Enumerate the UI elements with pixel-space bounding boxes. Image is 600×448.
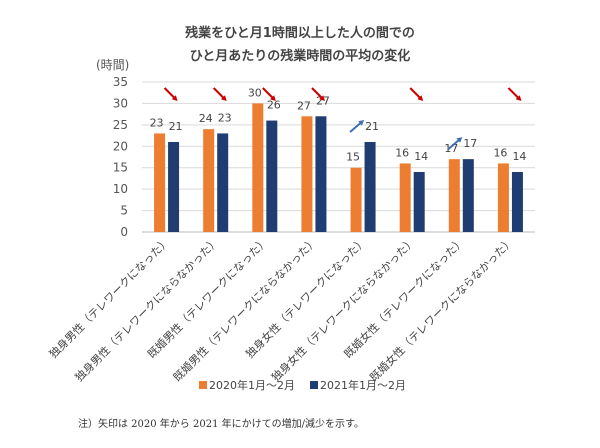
arrow-down-shaft xyxy=(262,87,275,100)
arrow-down-icon xyxy=(515,95,522,101)
arrow-down-shaft xyxy=(409,87,422,100)
chart-title-line1: 残業をひと月1時間以上した人の間での xyxy=(185,25,415,41)
y-tick-label: 0 xyxy=(120,225,128,239)
y-tick-label: 20 xyxy=(113,139,128,153)
legend-label-2020: 2020年1月～2月 xyxy=(209,378,295,392)
bar-2021 xyxy=(511,172,523,232)
arrow-up-icon xyxy=(358,120,365,126)
y-axis-label: (時間) xyxy=(96,58,129,72)
bar-2020 xyxy=(350,167,362,232)
y-tick-label: 30 xyxy=(113,96,128,110)
arrow-up-shaft xyxy=(447,138,461,150)
data-label: 14 xyxy=(414,150,428,163)
bar-2021 xyxy=(364,142,376,232)
bar-2021 xyxy=(462,159,474,232)
bar-2021 xyxy=(315,116,327,232)
data-label: 27 xyxy=(316,94,330,107)
arrow-down-icon xyxy=(270,95,276,101)
data-label: 17 xyxy=(444,142,458,155)
bar-2020 xyxy=(448,159,460,232)
data-label: 23 xyxy=(218,111,232,124)
bar-2020 xyxy=(497,163,509,232)
legend-swatch-2020 xyxy=(199,381,207,389)
data-label: 16 xyxy=(395,146,409,159)
bar-2021 xyxy=(168,142,180,232)
data-label: 17 xyxy=(463,137,477,150)
data-label: 24 xyxy=(199,112,213,125)
legend-label-2021: 2021年1月～2月 xyxy=(320,378,406,392)
arrow-down-shaft xyxy=(163,87,177,100)
data-label: 26 xyxy=(267,99,281,112)
data-label: 27 xyxy=(297,99,311,112)
y-tick-label: 15 xyxy=(113,161,128,175)
arrow-down-icon xyxy=(171,95,178,101)
data-label: 14 xyxy=(512,150,526,163)
y-tick-label: 10 xyxy=(113,182,128,196)
bar-2020 xyxy=(399,163,411,232)
bar-2020 xyxy=(252,103,264,232)
bar-2020 xyxy=(301,116,313,232)
arrow-down-icon xyxy=(220,95,227,101)
bar-2020 xyxy=(203,129,215,232)
bar-2021 xyxy=(413,172,425,232)
arrow-down-shaft xyxy=(212,87,226,100)
chart-title-line2: ひと月あたりの残業時間の平均の変化 xyxy=(190,48,411,64)
legend: 2020年1月～2月 2021年1月～2月 xyxy=(199,378,406,392)
arrow-up-icon xyxy=(456,137,463,143)
footnote: 注）矢印は 2020 年から 2021 年にかけての増加/減少を示す。 xyxy=(78,417,364,430)
legend-swatch-2021 xyxy=(310,381,318,389)
data-label: 15 xyxy=(346,151,360,164)
bar-2021 xyxy=(217,133,229,232)
y-tick-label: 25 xyxy=(113,118,128,132)
bar-2020 xyxy=(154,133,166,232)
data-label: 21 xyxy=(169,120,183,133)
arrow-down-icon xyxy=(319,95,325,101)
y-tick-label: 35 xyxy=(113,75,128,89)
y-tick-label: 5 xyxy=(120,204,128,218)
arrow-up-shaft xyxy=(349,121,363,133)
data-label: 21 xyxy=(365,120,379,133)
data-label: 16 xyxy=(493,146,507,159)
arrow-down-icon xyxy=(417,95,424,101)
data-label: 23 xyxy=(150,116,164,129)
arrow-down-shaft xyxy=(311,87,324,100)
bar-2021 xyxy=(266,120,278,232)
data-label: 30 xyxy=(248,86,262,99)
arrow-down-shaft xyxy=(507,87,521,100)
